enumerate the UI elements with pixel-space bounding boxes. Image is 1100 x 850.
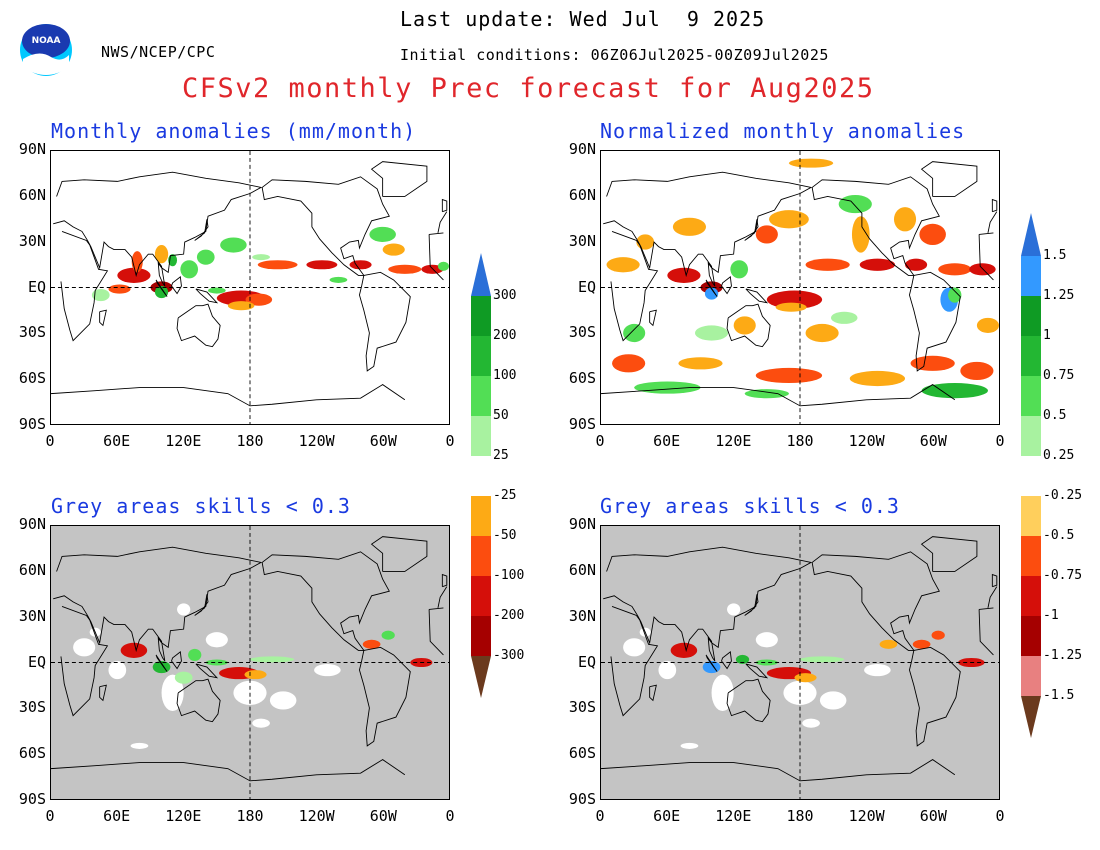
lon-label: 180	[236, 807, 264, 825]
lon-label: 60E	[103, 807, 131, 825]
lon-label: 120W	[298, 807, 335, 825]
lat-label: 30N	[18, 231, 46, 250]
colorbar-right-label: 1.5	[1043, 248, 1067, 263]
lon-label: 60W	[919, 807, 947, 825]
lon-label: 0	[595, 432, 605, 450]
lat-label: 90N	[568, 140, 596, 158]
last-update: Last update: Wed Jul 9 2025	[400, 7, 766, 31]
noaa-logo-icon: NOAA	[19, 19, 73, 81]
lat-label: 60N	[18, 560, 46, 579]
lat-label: 90N	[568, 515, 596, 533]
lon-label: 60E	[653, 807, 681, 825]
colorbar-left-label: 200	[493, 328, 517, 343]
colorbar-right-label: 1	[1043, 328, 1051, 343]
lat-label: 60S	[18, 744, 46, 763]
lat-label: EQ	[577, 652, 596, 671]
lon-label: 60W	[919, 432, 947, 450]
colorbar-left-label: -50	[493, 528, 517, 543]
lon-label: 60W	[369, 807, 397, 825]
colorbar-right-label: -1.25	[1043, 648, 1083, 663]
lat-label: 30N	[568, 231, 596, 250]
lat-label: 30N	[18, 606, 46, 625]
lon-label: 120E	[715, 807, 752, 825]
lon-label: 180	[236, 432, 264, 450]
lat-label: 60N	[568, 185, 596, 204]
colorbar-left	[471, 253, 491, 698]
lat-label: EQ	[27, 277, 46, 296]
lon-label: 0	[45, 432, 55, 450]
lat-label: 60N	[568, 560, 596, 579]
colorbar-left-label: 100	[493, 368, 517, 383]
colorbar-right-label: -1	[1043, 608, 1059, 623]
lon-label: 120W	[298, 432, 335, 450]
lon-label: 120E	[715, 432, 752, 450]
lat-label: 90S	[568, 415, 596, 433]
colorbar-left-label: 50	[493, 408, 509, 423]
map-top-right	[600, 150, 1000, 425]
initial-conditions: Initial conditions: 06Z06Jul2025-00Z09Ju…	[400, 46, 829, 64]
colorbar-left-label: -200	[493, 608, 525, 623]
lon-label: 0	[445, 432, 455, 450]
lon-label: 180	[786, 807, 814, 825]
map-bottom-right	[600, 525, 1000, 800]
lon-label: 0	[995, 807, 1005, 825]
lat-label: 90N	[18, 140, 46, 158]
lat-label: 30S	[18, 323, 46, 342]
lon-label: 0	[45, 807, 55, 825]
lon-label: 120W	[848, 432, 885, 450]
lat-label: 60S	[568, 369, 596, 388]
colorbar-left-label: -100	[493, 568, 525, 583]
colorbar-right-label: -0.5	[1043, 528, 1075, 543]
lon-label: 120W	[848, 807, 885, 825]
lat-label: 30S	[568, 323, 596, 342]
lon-label: 120E	[165, 432, 202, 450]
lat-label: 30S	[18, 698, 46, 717]
lat-label: 60S	[18, 369, 46, 388]
colorbar-right-label: -0.25	[1043, 488, 1083, 503]
lon-label: 0	[995, 432, 1005, 450]
lat-label: 60S	[568, 744, 596, 763]
colorbar-right-label: 0.5	[1043, 408, 1067, 423]
colorbar-left-label: -25	[493, 488, 517, 503]
lon-label: 60W	[369, 432, 397, 450]
panel-title-top-right: Normalized monthly anomalies	[600, 119, 966, 143]
lat-label: 30N	[568, 606, 596, 625]
lat-label: EQ	[577, 277, 596, 296]
lat-label: 60N	[18, 185, 46, 204]
lon-label: 0	[595, 807, 605, 825]
lon-label: 0	[445, 807, 455, 825]
agency-label: NWS/NCEP/CPC	[101, 43, 216, 61]
colorbar-left-label: -300	[493, 648, 525, 663]
colorbar-right-label: 0.75	[1043, 368, 1075, 383]
page-title: CFSv2 monthly Prec forecast for Aug2025	[182, 73, 875, 104]
lat-label: 90N	[18, 515, 46, 533]
lat-label: 30S	[568, 698, 596, 717]
lat-label: 90S	[568, 790, 596, 808]
map-bottom-left	[50, 525, 450, 800]
lon-label: 180	[786, 432, 814, 450]
colorbar-right-label: -0.75	[1043, 568, 1083, 583]
lon-label: 60E	[653, 432, 681, 450]
colorbar-left-label: 300	[493, 288, 517, 303]
colorbar-right-label: 1.25	[1043, 288, 1075, 303]
svg-text:NOAA: NOAA	[32, 36, 61, 46]
lat-label: 90S	[18, 790, 46, 808]
colorbar-right-label: -1.5	[1043, 688, 1075, 703]
panel-title-bottom-right: Grey areas skills < 0.3	[600, 494, 900, 518]
lat-label: EQ	[27, 652, 46, 671]
lon-label: 120E	[165, 807, 202, 825]
colorbar-right	[1021, 213, 1041, 738]
panel-title-bottom-left: Grey areas skills < 0.3	[51, 494, 351, 518]
colorbar-right-label: 0.25	[1043, 448, 1075, 463]
map-top-left	[50, 150, 450, 425]
colorbar-left-label: 25	[493, 448, 509, 463]
panel-title-top-left: Monthly anomalies (mm/month)	[51, 119, 417, 143]
lon-label: 60E	[103, 432, 131, 450]
lat-label: 90S	[18, 415, 46, 433]
